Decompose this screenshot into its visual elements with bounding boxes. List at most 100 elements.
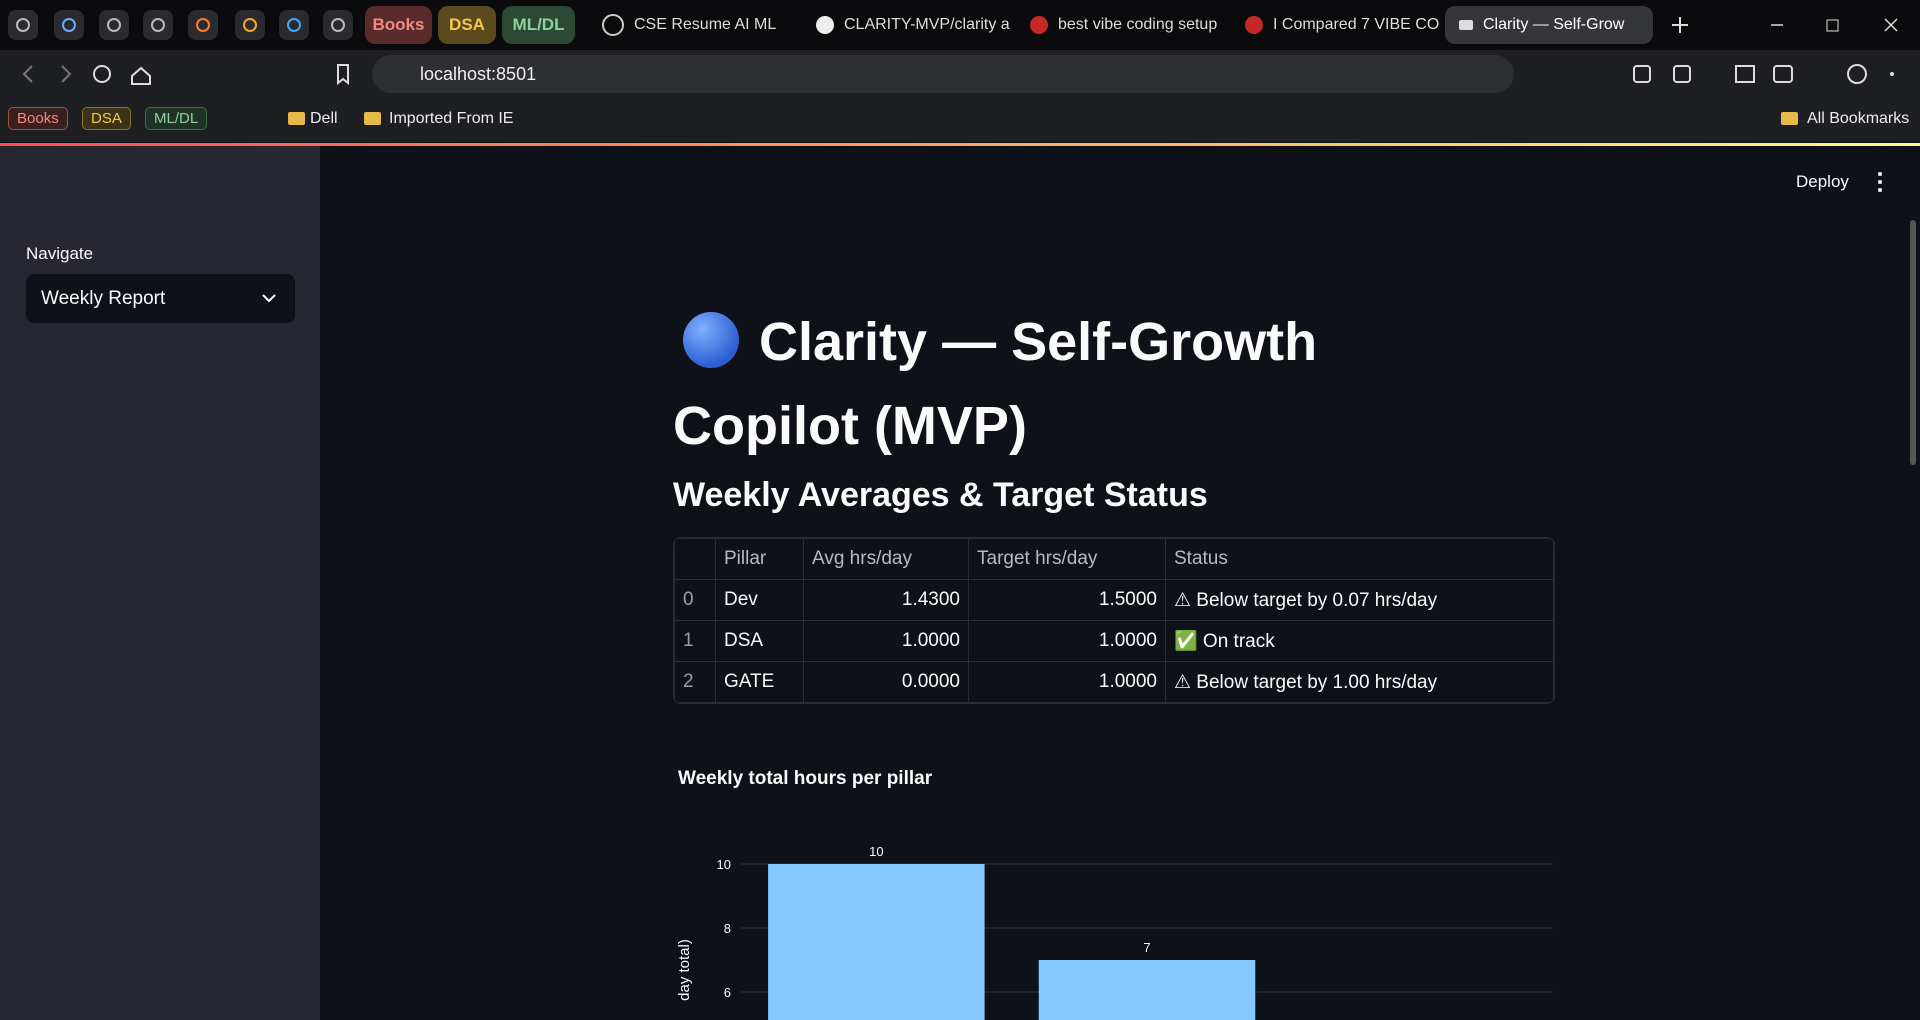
- title-text: Clarity — Self-Growth Copilot (MVP): [673, 312, 1318, 456]
- pinned-tab[interactable]: [143, 10, 173, 40]
- pinned-tab[interactable]: [279, 10, 309, 40]
- extension[interactable]: [1633, 65, 1651, 83]
- chevron: [262, 294, 276, 303]
- bar: [1038, 960, 1256, 1020]
- bookmark-group[interactable]: DSA: [82, 107, 131, 130]
- table-cell: ⚠ Below target by 0.07 hrs/day: [1165, 579, 1554, 621]
- tab[interactable]: I Compared 7 VIBE COD: [1231, 6, 1439, 44]
- data-table: Pillar Avg hrs/day Target hrs/day Status…: [673, 537, 1555, 704]
- folder-icon: [1781, 112, 1798, 125]
- select-label: Navigate: [26, 244, 94, 263]
- new-tab[interactable]: [1672, 17, 1688, 33]
- address-bar[interactable]: localhost:8501: [372, 55, 1514, 93]
- tab-group[interactable]: ML/DL: [502, 6, 575, 44]
- data-label: 10: [869, 844, 883, 859]
- window-controls: [1672, 17, 1898, 33]
- tab-title: I Compared 7 VIBE COD: [1273, 16, 1439, 33]
- subheader: Weekly Averages & Target Status: [673, 476, 1208, 514]
- y-axis-title: day total): [676, 939, 693, 1001]
- y-tick-label: 8: [724, 921, 731, 936]
- table-cell: DSA: [715, 620, 804, 662]
- nav-buttons: [22, 64, 349, 86]
- column-header: Target hrs/day: [968, 538, 1166, 580]
- toolbar: localhost:8501: [0, 50, 1920, 98]
- forward[interactable]: [61, 65, 72, 83]
- tab-bar: Books DSA ML/DL CSE Resume AI ML CLARITY…: [0, 0, 1920, 50]
- chart: day total) 6 8 10 10 7: [676, 844, 1553, 1020]
- table-cell: GATE: [715, 661, 804, 703]
- sidebar: Navigate Weekly Report: [0, 146, 320, 1020]
- tab[interactable]: CLARITY-MVP/clarity a: [802, 6, 1010, 44]
- table-cell: 1.0000: [803, 620, 969, 662]
- pinned-tab[interactable]: [323, 10, 353, 40]
- reload[interactable]: [93, 65, 111, 83]
- wallet[interactable]: [1773, 65, 1793, 83]
- restore[interactable]: [1826, 19, 1839, 32]
- tab-title: CSE Resume AI ML: [634, 16, 777, 33]
- bookmark-group[interactable]: Books: [8, 107, 68, 130]
- active-tab[interactable]: Clarity — Self-Grow: [1445, 6, 1653, 44]
- pinned-tab[interactable]: [8, 10, 38, 40]
- bookmarks-bar: Books DSA ML/DL Dell Imported From IE Al…: [0, 98, 1920, 142]
- tab-title: CLARITY-MVP/clarity a: [844, 16, 1010, 33]
- folder-icon: [364, 112, 381, 125]
- table-cell: ⚠ Below target by 1.00 hrs/day: [1165, 661, 1554, 703]
- y-tick-label: 10: [717, 857, 731, 872]
- y-tick-label: 6: [724, 985, 731, 1000]
- app-header-bar: [0, 143, 1920, 146]
- bookmark-page[interactable]: [337, 64, 349, 86]
- table-row: 0 Dev 1.4300 1.5000 ⚠ Below target by 0.07 h…: [674, 579, 1554, 621]
- tab[interactable]: best vibe coding setup: [1016, 6, 1224, 44]
- column-header: Pillar: [715, 538, 804, 580]
- table-cell: 1.4300: [803, 579, 969, 621]
- folder-icon: [288, 112, 305, 125]
- tab[interactable]: CSE Resume AI ML: [588, 6, 790, 44]
- url: localhost:8501: [420, 64, 537, 84]
- scrollbar[interactable]: [1910, 220, 1916, 465]
- index-header: [674, 538, 716, 580]
- emoji-icon: [683, 312, 739, 368]
- pinned-tab[interactable]: [188, 10, 218, 40]
- sidebar-toggle[interactable]: [1735, 65, 1755, 83]
- close[interactable]: [1884, 18, 1898, 32]
- chart-title: Weekly total hours per pillar: [678, 768, 933, 789]
- selected-option: Weekly Report: [41, 288, 166, 309]
- table-row: 1 DSA 1.0000 1.0000 ✅ On track: [674, 620, 1554, 662]
- data-label: 7: [1143, 940, 1150, 955]
- select-box[interactable]: Weekly Report: [26, 274, 295, 323]
- bar: [768, 864, 985, 1020]
- table-row: 2 GATE 0.0000 1.0000 ⚠ Below target by 1.00 …: [674, 661, 1554, 703]
- bookmark[interactable]: All Bookmarks: [1807, 110, 1910, 127]
- extensions: [1633, 64, 1894, 84]
- table-cell: 1.5000: [968, 579, 1166, 621]
- tab-group[interactable]: DSA: [438, 6, 496, 44]
- table-cell: 1.0000: [968, 620, 1166, 662]
- row-index: 2: [674, 661, 716, 703]
- bookmark[interactable]: Imported From IE: [389, 110, 514, 127]
- deploy-button[interactable]: Deploy: [1796, 172, 1849, 191]
- table-cell: 1.0000: [968, 661, 1166, 703]
- main-menu[interactable]: [1874, 170, 1886, 194]
- menu[interactable]: [1890, 72, 1894, 76]
- pinned-tab[interactable]: [54, 10, 84, 40]
- table-cell: 0.0000: [803, 661, 969, 703]
- tab-title: Clarity — Self-Grow: [1483, 16, 1625, 33]
- extension[interactable]: [1673, 65, 1691, 83]
- header-row: Pillar Avg hrs/day Target hrs/day Status: [674, 538, 1554, 580]
- row-index: 0: [674, 579, 716, 621]
- pinned-tab[interactable]: [235, 10, 265, 40]
- table-body: 0 Dev 1.4300 1.5000 ⚠ Below target by 0.07 h…: [674, 579, 1554, 703]
- table-cell: ✅ On track: [1165, 620, 1554, 662]
- bookmark[interactable]: Dell: [310, 110, 338, 127]
- pinned-tab[interactable]: [99, 10, 129, 40]
- tab-group[interactable]: Books: [365, 6, 432, 44]
- column-header: Avg hrs/day: [803, 538, 969, 580]
- home[interactable]: [131, 66, 151, 85]
- back[interactable]: [22, 65, 33, 83]
- column-header: Status: [1165, 538, 1554, 580]
- table-cell: Dev: [715, 579, 804, 621]
- row-index: 1: [674, 620, 716, 662]
- vpn[interactable]: [1847, 64, 1867, 84]
- bookmark-group[interactable]: ML/DL: [145, 107, 208, 130]
